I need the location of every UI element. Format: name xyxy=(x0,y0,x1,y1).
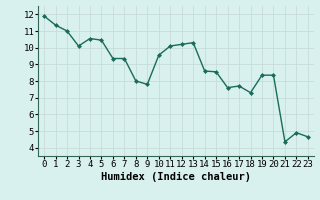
X-axis label: Humidex (Indice chaleur): Humidex (Indice chaleur) xyxy=(101,172,251,182)
